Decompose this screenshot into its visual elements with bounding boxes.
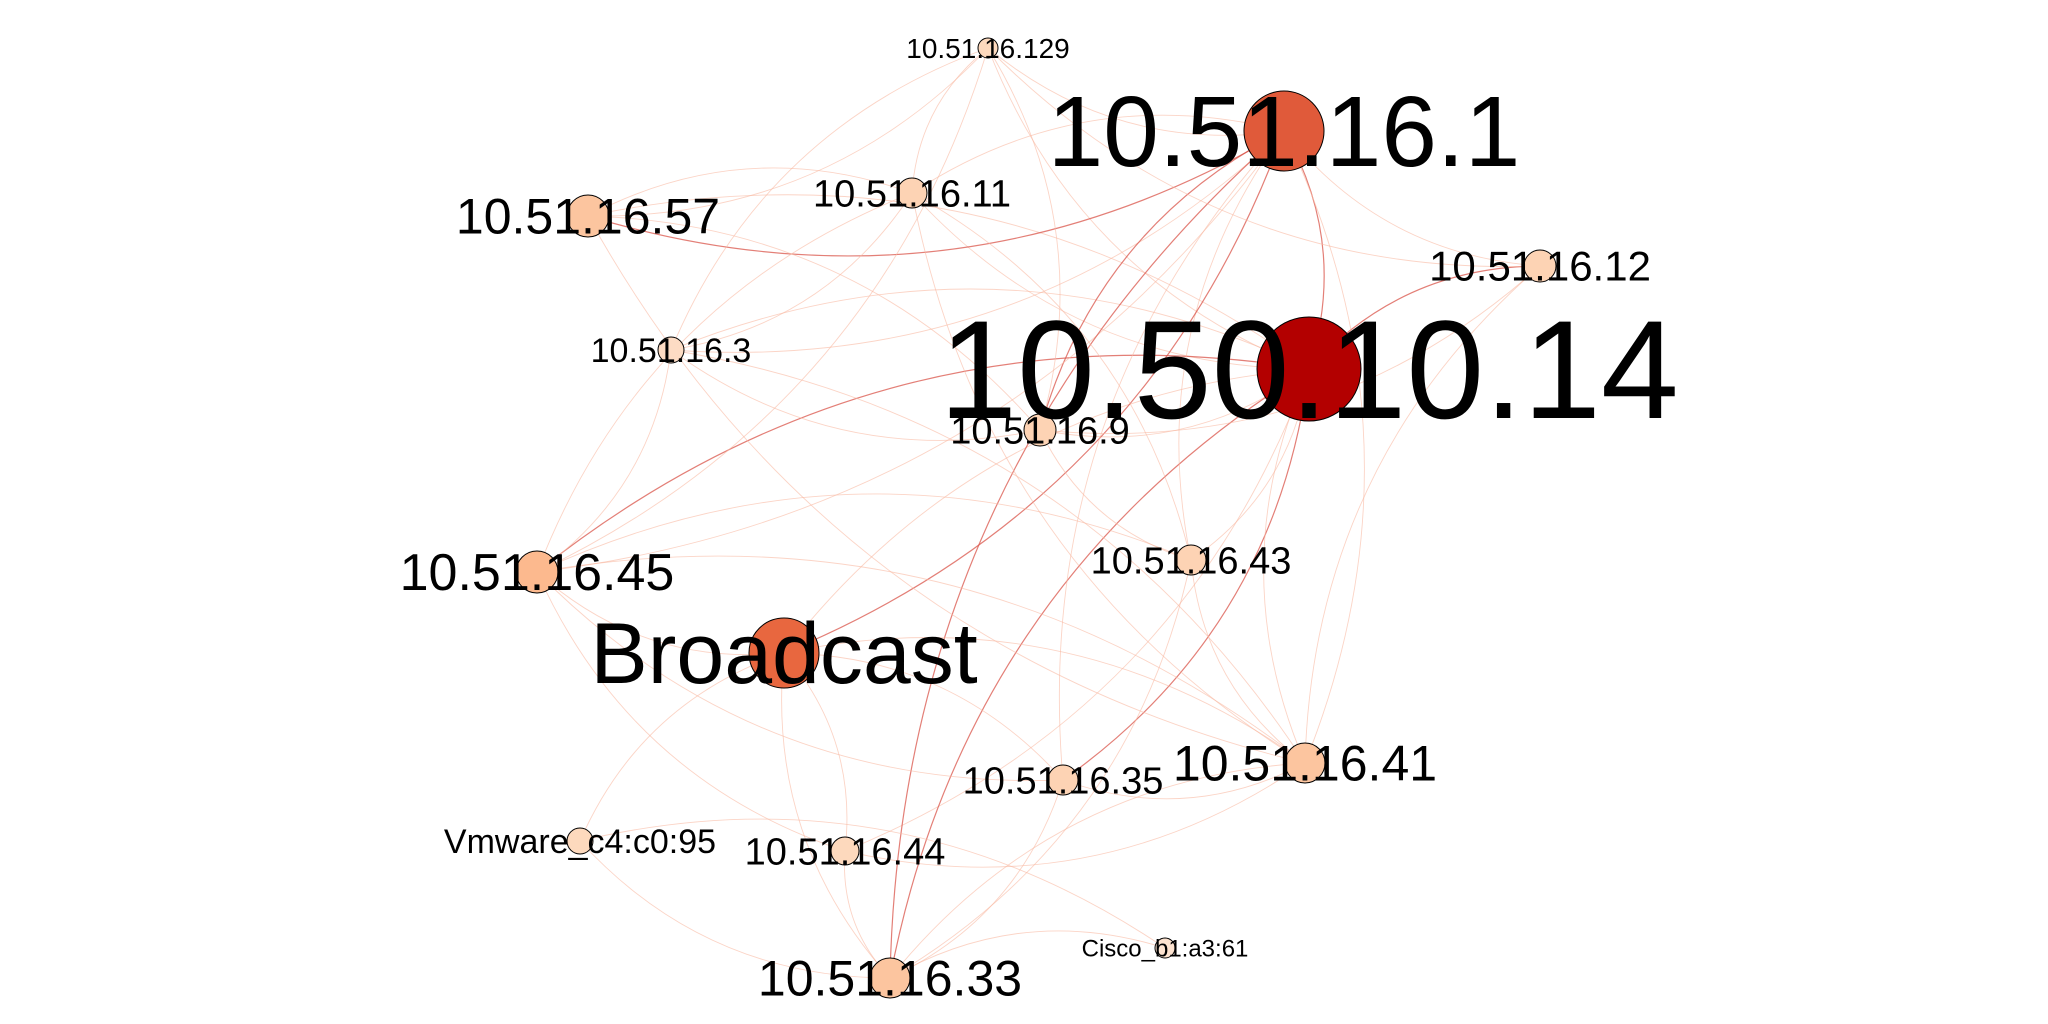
node-n17[interactable] <box>1154 937 1176 959</box>
edge-n2-n10 <box>1178 130 1285 561</box>
node-n4[interactable] <box>566 194 610 238</box>
node-n16[interactable] <box>869 957 911 999</box>
node-n13[interactable] <box>1284 742 1326 784</box>
edge-n6-n13 <box>1263 368 1310 764</box>
edge-n1-n4 <box>587 47 989 217</box>
node-label-n4: 10.51.16.57 <box>456 189 720 245</box>
node-n12[interactable] <box>1047 764 1079 796</box>
edge-n6-n3 <box>911 192 1310 370</box>
edge-n10-n16 <box>889 559 1192 979</box>
edge-n2-n7 <box>670 130 1285 353</box>
edge-n3-n9 <box>536 192 913 573</box>
edge-n9-n12 <box>536 571 1064 782</box>
edge-n6-n4 <box>587 194 1310 370</box>
node-label-n6: 10.50.10.14 <box>939 291 1679 448</box>
edge-n1-n5 <box>987 47 1541 268</box>
edge-n7-n13 <box>670 349 1306 764</box>
node-n15[interactable] <box>830 836 860 866</box>
edge-n6-n7 <box>670 288 1310 370</box>
edge-n3-n10 <box>911 192 1192 561</box>
edge-n16-n17 <box>889 930 1166 979</box>
edge-n3-n4 <box>587 167 913 217</box>
edge-n6-n12 <box>1062 368 1310 781</box>
edge-n6-n11 <box>783 368 1310 654</box>
node-n2[interactable] <box>1243 90 1325 172</box>
node-label-n7: 10.51.16.3 <box>591 332 752 370</box>
edge-n6-n1 <box>987 47 1310 370</box>
node-n11[interactable] <box>748 617 820 689</box>
edge-n14-n16 <box>579 840 891 979</box>
node-label-n13: 10.51.16.41 <box>1173 736 1437 792</box>
edge-n6-n15 <box>844 368 1310 852</box>
edge-n2-n16 <box>889 130 1285 979</box>
node-n6[interactable] <box>1256 316 1362 422</box>
edge-n1-n8 <box>987 47 1061 431</box>
edge-n11-n13 <box>783 637 1306 764</box>
node-n5[interactable] <box>1523 249 1557 283</box>
node-n9[interactable] <box>515 550 559 594</box>
node-label-n12: 10.51.16.35 <box>963 760 1164 802</box>
edge-n2-n8 <box>1039 130 1285 431</box>
edge-n3-n7 <box>670 192 913 351</box>
edge-n2-n1 <box>987 47 1285 136</box>
node-label-n17: Cisco_b1:a3:61 <box>1082 935 1249 962</box>
node-label-n10: 10.51.16.43 <box>1091 540 1292 582</box>
edge-n1-n9 <box>536 47 989 573</box>
graph-labels: 10.51.16.129 10.51.16.1 10.51.16.11 10.51.1… <box>400 33 1679 1007</box>
node-n10[interactable] <box>1175 544 1207 576</box>
node-label-n16: 10.51.16.33 <box>758 951 1022 1007</box>
node-n3[interactable] <box>896 177 928 209</box>
node-label-n11: Broadcast <box>590 606 977 702</box>
edge-n14-n17 <box>579 818 1166 949</box>
edge-n9-n13 <box>536 555 1306 764</box>
edge-n8-n10 <box>1039 429 1192 561</box>
node-label-n3: 10.51.16.11 <box>813 173 1011 215</box>
edge-n6-n16 <box>889 368 1310 979</box>
edge-n11-n14 <box>579 652 785 842</box>
node-label-n8: 10.51.16.9 <box>950 410 1130 452</box>
edge-n10-n13 <box>1190 559 1306 764</box>
edge-n13-n16 <box>889 762 1306 979</box>
edge-n1-n7 <box>670 47 989 351</box>
node-label-n2: 10.51.16.1 <box>1048 76 1521 188</box>
edge-n2-n12 <box>1058 130 1285 781</box>
edge-n3-n13 <box>911 192 1306 764</box>
edge-n11-n12 <box>783 652 1064 781</box>
node-n14[interactable] <box>566 827 594 855</box>
edge-n7-n9 <box>536 349 672 573</box>
edge-n1-n3 <box>911 47 989 194</box>
node-n7[interactable] <box>657 336 685 364</box>
node-n8[interactable] <box>1023 413 1057 447</box>
edge-n5-n13 <box>1304 265 1541 764</box>
edge-n11-n16 <box>781 652 891 979</box>
edge-n12-n13 <box>1062 762 1306 800</box>
node-label-n1: 10.51.16.129 <box>906 33 1070 64</box>
edge-n2-n4 <box>587 130 1285 257</box>
node-label-n5: 10.51.16.12 <box>1429 243 1651 290</box>
edge-n4-n8 <box>587 215 1041 431</box>
edge-n2-n9 <box>536 130 1285 573</box>
edge-n2-n3 <box>911 114 1285 194</box>
node-label-n14: Vmware_c4:c0:95 <box>444 823 716 861</box>
edge-n4-n13 <box>587 215 1306 764</box>
node-n1[interactable] <box>977 37 999 59</box>
edge-n2-n13 <box>1283 130 1365 764</box>
edge-n2-n11 <box>783 130 1285 654</box>
edge-n9-n10 <box>536 493 1192 573</box>
node-label-n9: 10.51.16.45 <box>400 544 675 602</box>
graph-nodes <box>515 37 1557 999</box>
edge-n13-n15 <box>844 762 1306 868</box>
edge-n9-n15 <box>536 571 846 852</box>
node-label-n15: 10.51.16.44 <box>745 831 946 873</box>
edge-n7-n8 <box>670 349 1041 441</box>
